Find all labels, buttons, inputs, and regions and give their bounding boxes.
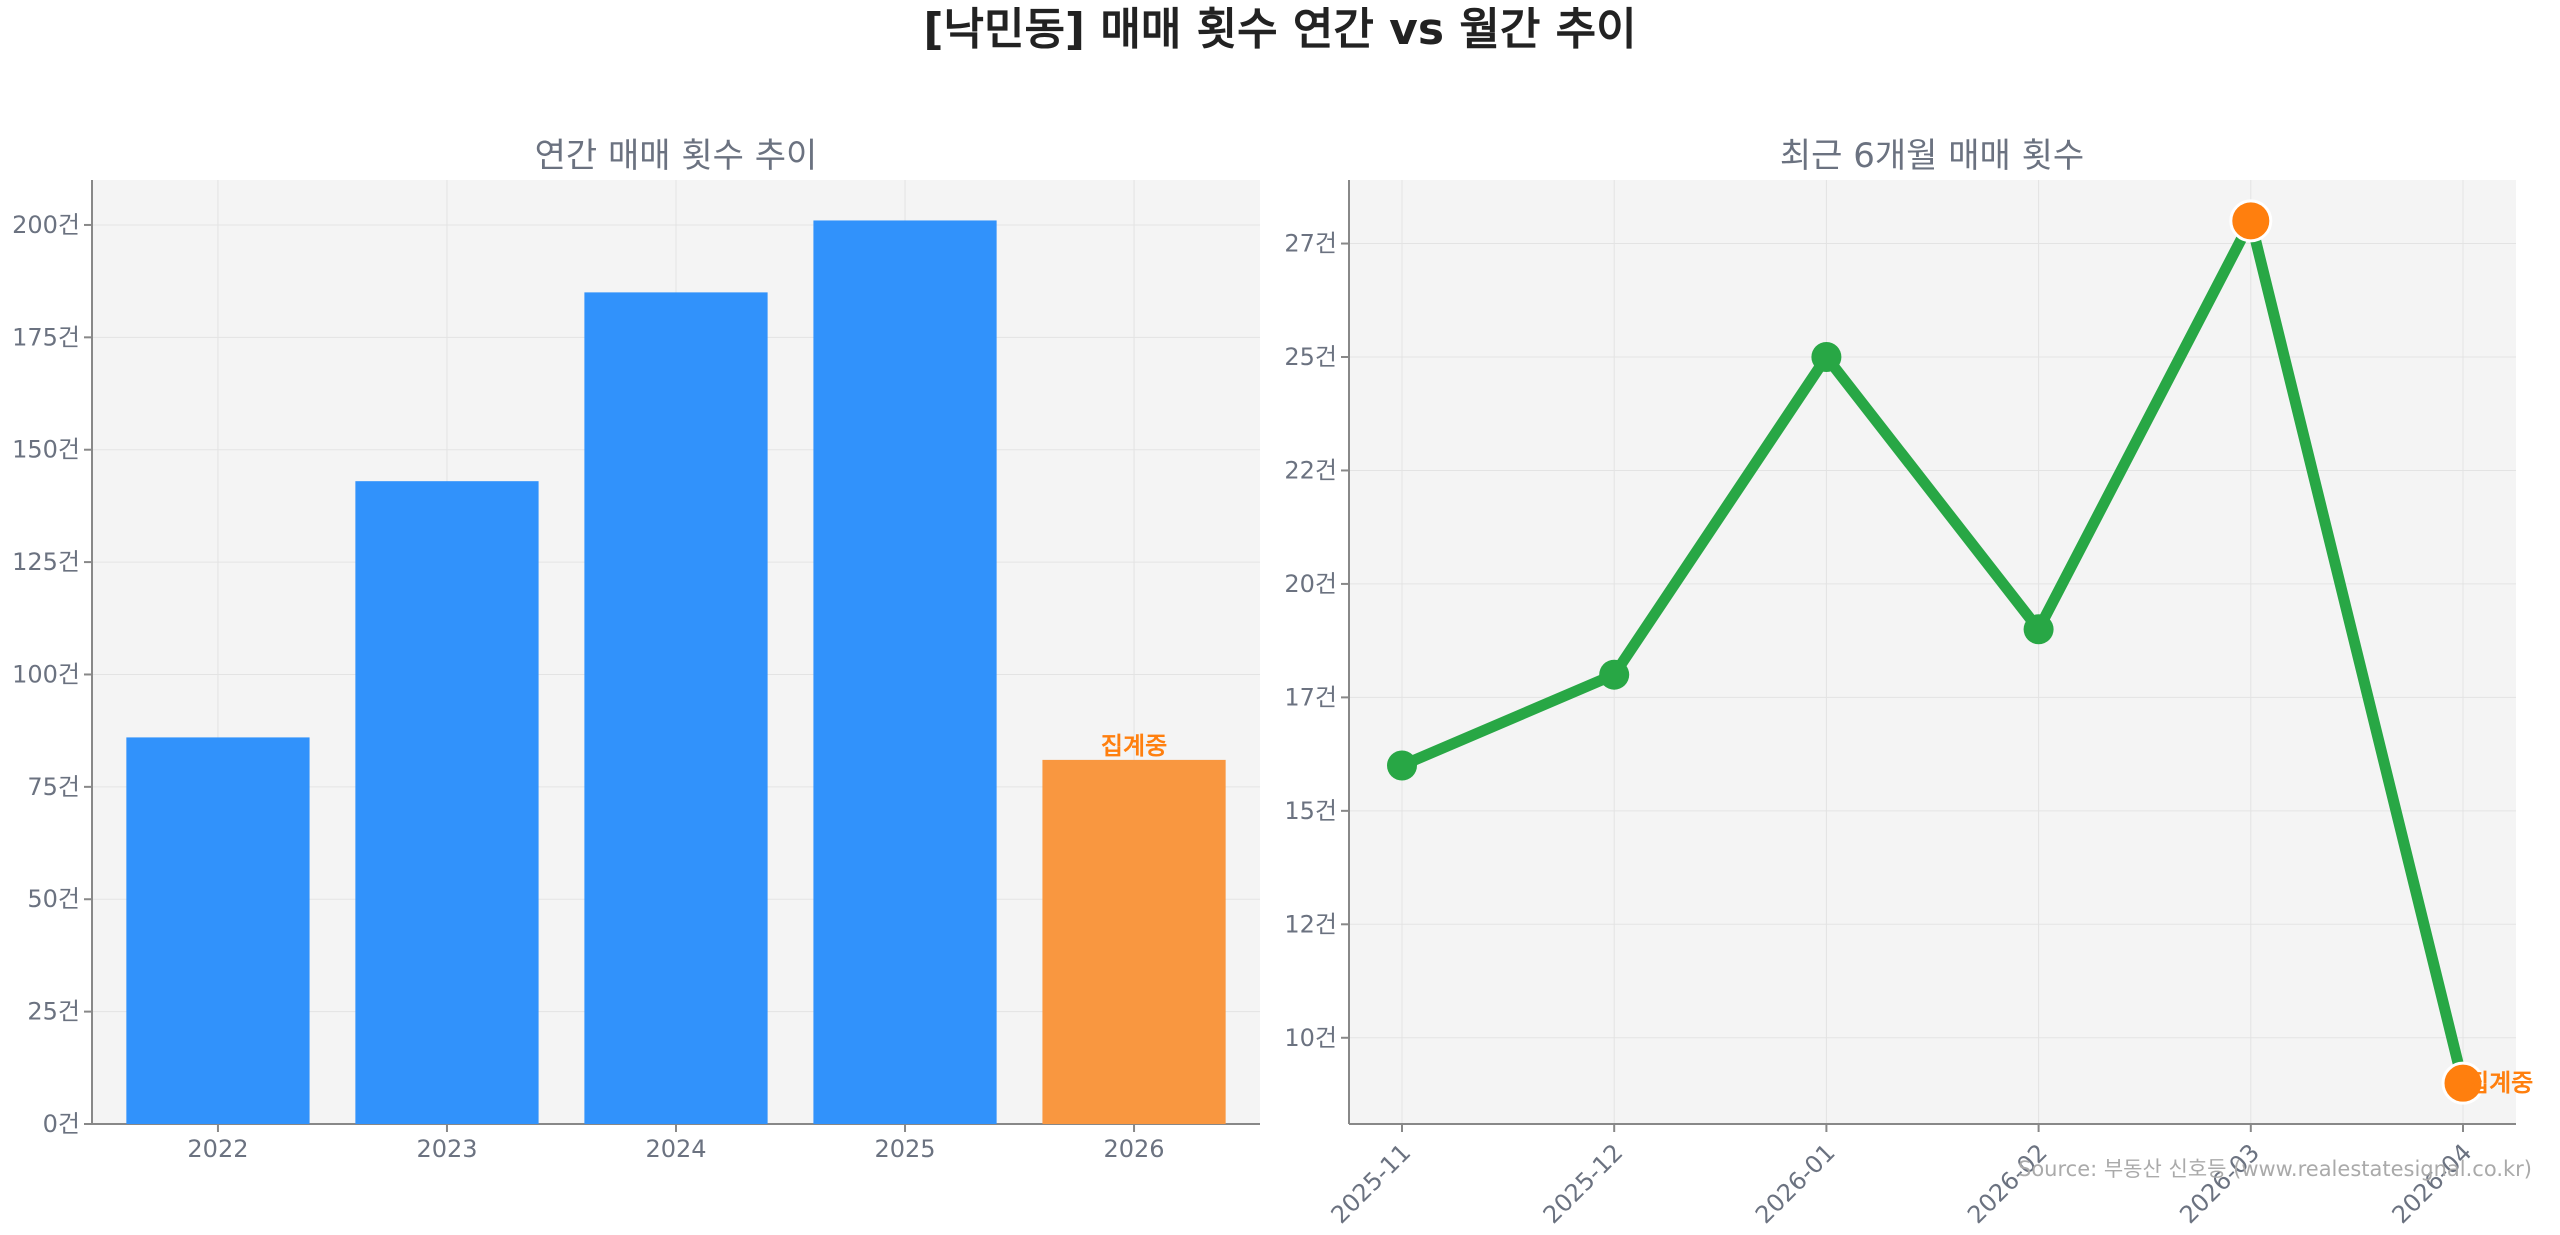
bar-x-ticks: 2022 2023 2024 2025 2026 <box>187 1124 1165 1163</box>
bar-x-tick-label: 2025 <box>874 1135 935 1163</box>
bar-x-tick-label: 2023 <box>416 1135 477 1163</box>
line-point <box>2023 614 2054 645</box>
line-series <box>1396 215 2469 1089</box>
line-y-tick-label: 10건 <box>1284 1024 1337 1052</box>
bar <box>584 292 768 1124</box>
bar-y-tick-label: 50건 <box>27 885 80 913</box>
bar <box>126 737 310 1124</box>
page-title: [낙민동] 매매 횟수 연간 vs 월간 추이 <box>923 4 1637 55</box>
line-x-tick-label: 2025-11 <box>1326 1138 1417 1229</box>
bar-y-tick-label: 25건 <box>27 998 80 1026</box>
line-x-tick-label: 2026-03 <box>2174 1138 2265 1229</box>
bar-y-tick-label: 200건 <box>12 211 80 239</box>
bar-annotation: 집계중 <box>1101 732 1167 760</box>
bar-y-tick-label: 75건 <box>27 773 80 801</box>
bar <box>355 481 539 1125</box>
line-point-highlight <box>2441 1061 2485 1105</box>
bar-y-ticks: 0건 25건 50건 75건 100건 125건 150건 175건 200건 <box>12 211 92 1138</box>
bar-x-tick-label: 2024 <box>645 1135 706 1163</box>
line-y-tick-label: 12건 <box>1284 910 1337 938</box>
line-x-tick-label: 2026-04 <box>2387 1138 2478 1229</box>
line-y-ticks: 10건 12건 15건 17건 20건 22건 25건 27건 <box>1284 230 1349 1052</box>
line-y-tick-label: 27건 <box>1284 230 1337 258</box>
line-y-tick-label: 17건 <box>1284 683 1337 711</box>
line-x-tick-label: 2026-01 <box>1750 1138 1841 1229</box>
bar-x-tick-label: 2022 <box>187 1135 248 1163</box>
bar-y-tick-label: 100건 <box>12 660 80 688</box>
line-points <box>1387 199 2485 1105</box>
line-x-tick-label: 2025-12 <box>1538 1138 1629 1229</box>
line-point <box>1387 750 1417 781</box>
bar-series <box>126 220 1226 1125</box>
line-x-tick-label: 2026-02 <box>1962 1138 2053 1229</box>
line-point <box>1811 342 1842 372</box>
bar <box>813 220 997 1124</box>
line-y-tick-label: 22건 <box>1284 456 1337 484</box>
bar-y-tick-label: 175건 <box>12 323 80 351</box>
line-point-highlight <box>2229 199 2273 243</box>
source-caption: Source: 부동산 신호등 (www.realestatesignal.co… <box>2018 1157 2532 1181</box>
bar-y-tick-label: 150건 <box>12 436 80 464</box>
bar-x-tick-label: 2026 <box>1104 1135 1165 1163</box>
line-point <box>1599 659 1630 690</box>
line-gridlines <box>1349 180 2516 1124</box>
line-y-tick-label: 20건 <box>1284 570 1337 598</box>
line-panel-background <box>1349 180 2516 1124</box>
line-annotation: 집계중 <box>2467 1069 2533 1097</box>
bar-y-tick-label: 0건 <box>43 1110 80 1138</box>
line-chart-title: 최근 6개월 매매 횟수 <box>1780 136 2084 176</box>
bar-y-tick-label: 125건 <box>12 548 80 576</box>
bar-chart-title: 연간 매매 횟수 추이 <box>535 136 818 176</box>
line-y-tick-label: 15건 <box>1284 797 1337 825</box>
line-y-tick-label: 25건 <box>1284 343 1337 371</box>
bar <box>1042 759 1226 1124</box>
